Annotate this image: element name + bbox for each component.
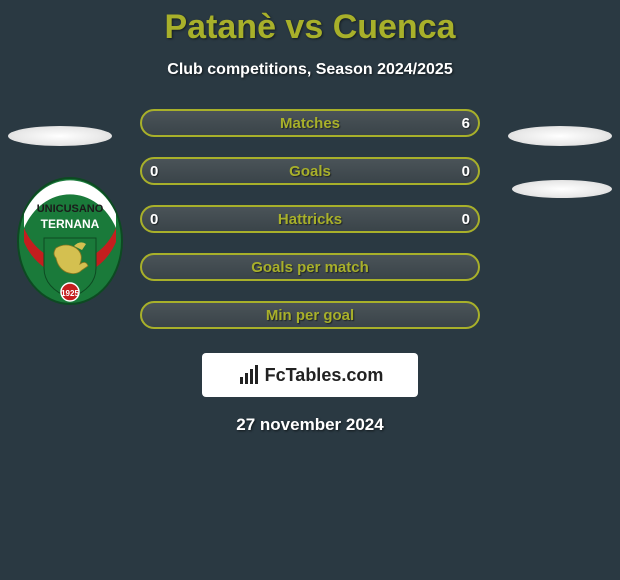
stat-label: Min per goal [266, 307, 354, 324]
subtitle: Club competitions, Season 2024/2025 [0, 61, 620, 79]
stat-label: Goals [289, 163, 331, 180]
bar-chart-icon [237, 363, 261, 387]
stat-row: Matches 6 [140, 109, 480, 137]
player-left-placeholder [8, 126, 112, 146]
date-text: 27 november 2024 [0, 415, 620, 435]
stat-row: Goals per match [140, 253, 480, 281]
stat-label: Matches [280, 115, 340, 132]
stat-right-value: 0 [450, 211, 470, 228]
stat-left-value: 0 [150, 211, 170, 228]
stat-row: 0 Goals 0 [140, 157, 480, 185]
brand-box: FcTables.com [202, 353, 418, 397]
brand-text: FcTables.com [265, 365, 384, 386]
page-title: Patanè vs Cuenca [0, 0, 620, 47]
stat-right-value: 0 [450, 163, 470, 180]
player-right-placeholder-1 [508, 126, 612, 146]
stats-container: Matches 6 0 Goals 0 0 Hattricks 0 Goals … [140, 109, 480, 329]
badge-year: 1925 [61, 289, 79, 298]
badge-top-text: UNICUSANO [37, 203, 104, 215]
club-badge: UNICUSANO TERNANA 1925 [16, 176, 124, 306]
stat-label: Goals per match [251, 259, 369, 276]
stat-left-value: 0 [150, 163, 170, 180]
stat-right-value: 6 [450, 115, 470, 132]
player-right-placeholder-2 [512, 180, 612, 198]
stat-row: 0 Hattricks 0 [140, 205, 480, 233]
stat-label: Hattricks [278, 211, 342, 228]
badge-middle-text: TERNANA [41, 217, 100, 231]
stat-row: Min per goal [140, 301, 480, 329]
